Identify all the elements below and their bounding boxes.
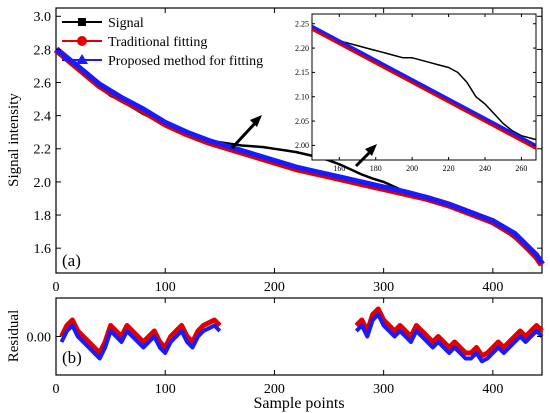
series-traditional-fitting-line [59, 306, 544, 359]
panel-b-frame [55, 297, 543, 376]
x-tick-label: 100 [155, 280, 176, 295]
legend-label: Signal [108, 16, 144, 31]
x-tick-label: 200 [264, 382, 285, 397]
inset-ticks: 160 180 200 220 240 260 2.00 2.05 2.10 2.15 2.20 2.… [295, 14, 536, 173]
legend-label: Proposed method for fitting [108, 54, 263, 69]
legend: Signal Traditional fitting Proposed method… [62, 16, 263, 69]
panel-b: 0 100 200 300 400 0.00 Residual (b) Sample po… [6, 297, 544, 412]
panel-b-label: (b) [62, 348, 82, 367]
y-tick-label: 2.20 [295, 44, 309, 53]
panel-a-y-axis-label: Signal intensity [6, 93, 22, 187]
y-tick-label: 2.05 [295, 117, 309, 126]
series-signal-line [311, 27, 537, 141]
arrow-in-inset [354, 144, 377, 168]
legend-marker-triangle [76, 54, 88, 64]
legend-label: Traditional fitting [108, 35, 207, 50]
y-tick-label: 1.6 [34, 242, 52, 257]
y-tick-label: 2.10 [295, 93, 309, 102]
x-tick-label: 240 [479, 164, 491, 173]
x-tick-label: 180 [370, 164, 382, 173]
y-tick-label: 2.25 [295, 20, 309, 29]
y-tick-label: 2.4 [34, 110, 52, 125]
x-tick-label: 100 [155, 382, 176, 397]
legend-marker-square [78, 18, 86, 26]
x-tick-label: 300 [373, 382, 394, 397]
legend-item-signal: Signal [62, 16, 144, 31]
x-axis-label: Sample points [253, 395, 344, 412]
panel-a-ticks: 0 100 200 300 400 1.6 1.8 2.0 2.2 2.4 2.6 2.8 3.0 [34, 8, 542, 295]
y-tick-label: 0.00 [27, 330, 52, 345]
y-tick-label: 2.0 [34, 176, 52, 191]
panel-a-plot-area [53, 46, 545, 267]
y-tick-label: 2.00 [295, 141, 309, 150]
legend-item-proposed-method-for-fitting: Proposed method for fitting [62, 54, 263, 69]
panel-b-ticks: 0 100 200 300 400 0.00 [27, 298, 542, 397]
x-tick-label: 200 [264, 280, 285, 295]
panel-a: 0 100 200 300 400 1.6 1.8 2.0 2.2 2.4 2.6 2.8 3.0 Si… [6, 7, 545, 295]
x-tick-label: 400 [482, 280, 503, 295]
y-tick-label: 2.8 [34, 43, 52, 58]
series-traditional-fitting-line [311, 26, 537, 150]
y-tick-label: 2.15 [295, 68, 309, 77]
panel-b-plot-area [59, 306, 544, 364]
legend-marker-circle [77, 36, 87, 46]
x-tick-label: 200 [406, 164, 418, 173]
x-tick-label: 0 [53, 280, 60, 295]
x-tick-label: 260 [515, 164, 527, 173]
series-proposed-method-for-fitting-line [54, 47, 545, 265]
inset-chart: 160 180 200 220 240 260 2.00 2.05 2.10 2.15 2.20 2.… [295, 13, 537, 173]
inset-plot-area [311, 24, 537, 150]
y-tick-label: 2.6 [34, 76, 52, 91]
panel-a-label: (a) [62, 251, 81, 270]
legend-item-traditional-fitting: Traditional fitting [62, 35, 207, 50]
x-tick-label: 160 [333, 164, 345, 173]
y-tick-label: 2.2 [34, 143, 52, 158]
x-tick-label: 0 [53, 382, 60, 397]
x-tick-label: 400 [482, 382, 503, 397]
series-proposed-method-for-fitting-line [311, 24, 537, 147]
y-tick-label: 1.8 [34, 209, 52, 224]
y-tick-label: 3.0 [34, 10, 52, 25]
arrow-to-inset [230, 115, 262, 150]
x-tick-label: 300 [373, 280, 394, 295]
x-tick-label: 220 [443, 164, 455, 173]
panel-b-y-axis-label: Residual [6, 310, 22, 363]
series-proposed-method-for-fitting-line [59, 312, 544, 364]
panel-a-frame [55, 7, 543, 274]
